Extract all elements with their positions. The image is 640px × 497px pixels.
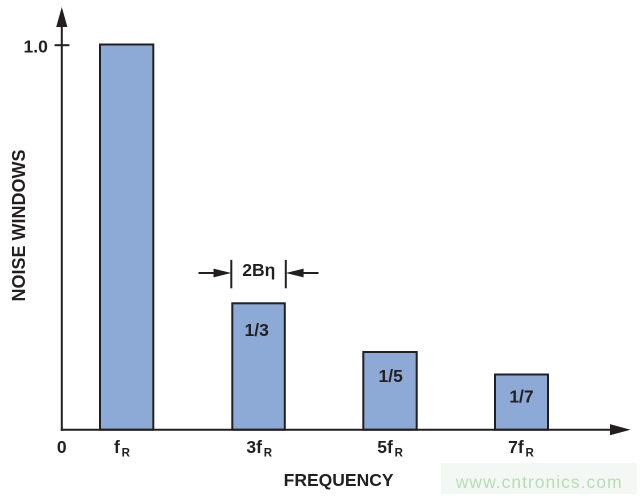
svg-text:1/3: 1/3	[245, 320, 270, 340]
svg-text:0: 0	[57, 437, 67, 457]
svg-text:www.cntronics.com: www.cntronics.com	[455, 472, 623, 492]
svg-text:1/5: 1/5	[379, 366, 404, 386]
svg-text:1/7: 1/7	[509, 387, 533, 407]
svg-text:1.0: 1.0	[23, 37, 48, 57]
svg-text:NOISE WINDOWS: NOISE WINDOWS	[9, 150, 29, 302]
svg-text:2Bη: 2Bη	[242, 260, 275, 280]
svg-text:FREQUENCY: FREQUENCY	[284, 470, 394, 490]
